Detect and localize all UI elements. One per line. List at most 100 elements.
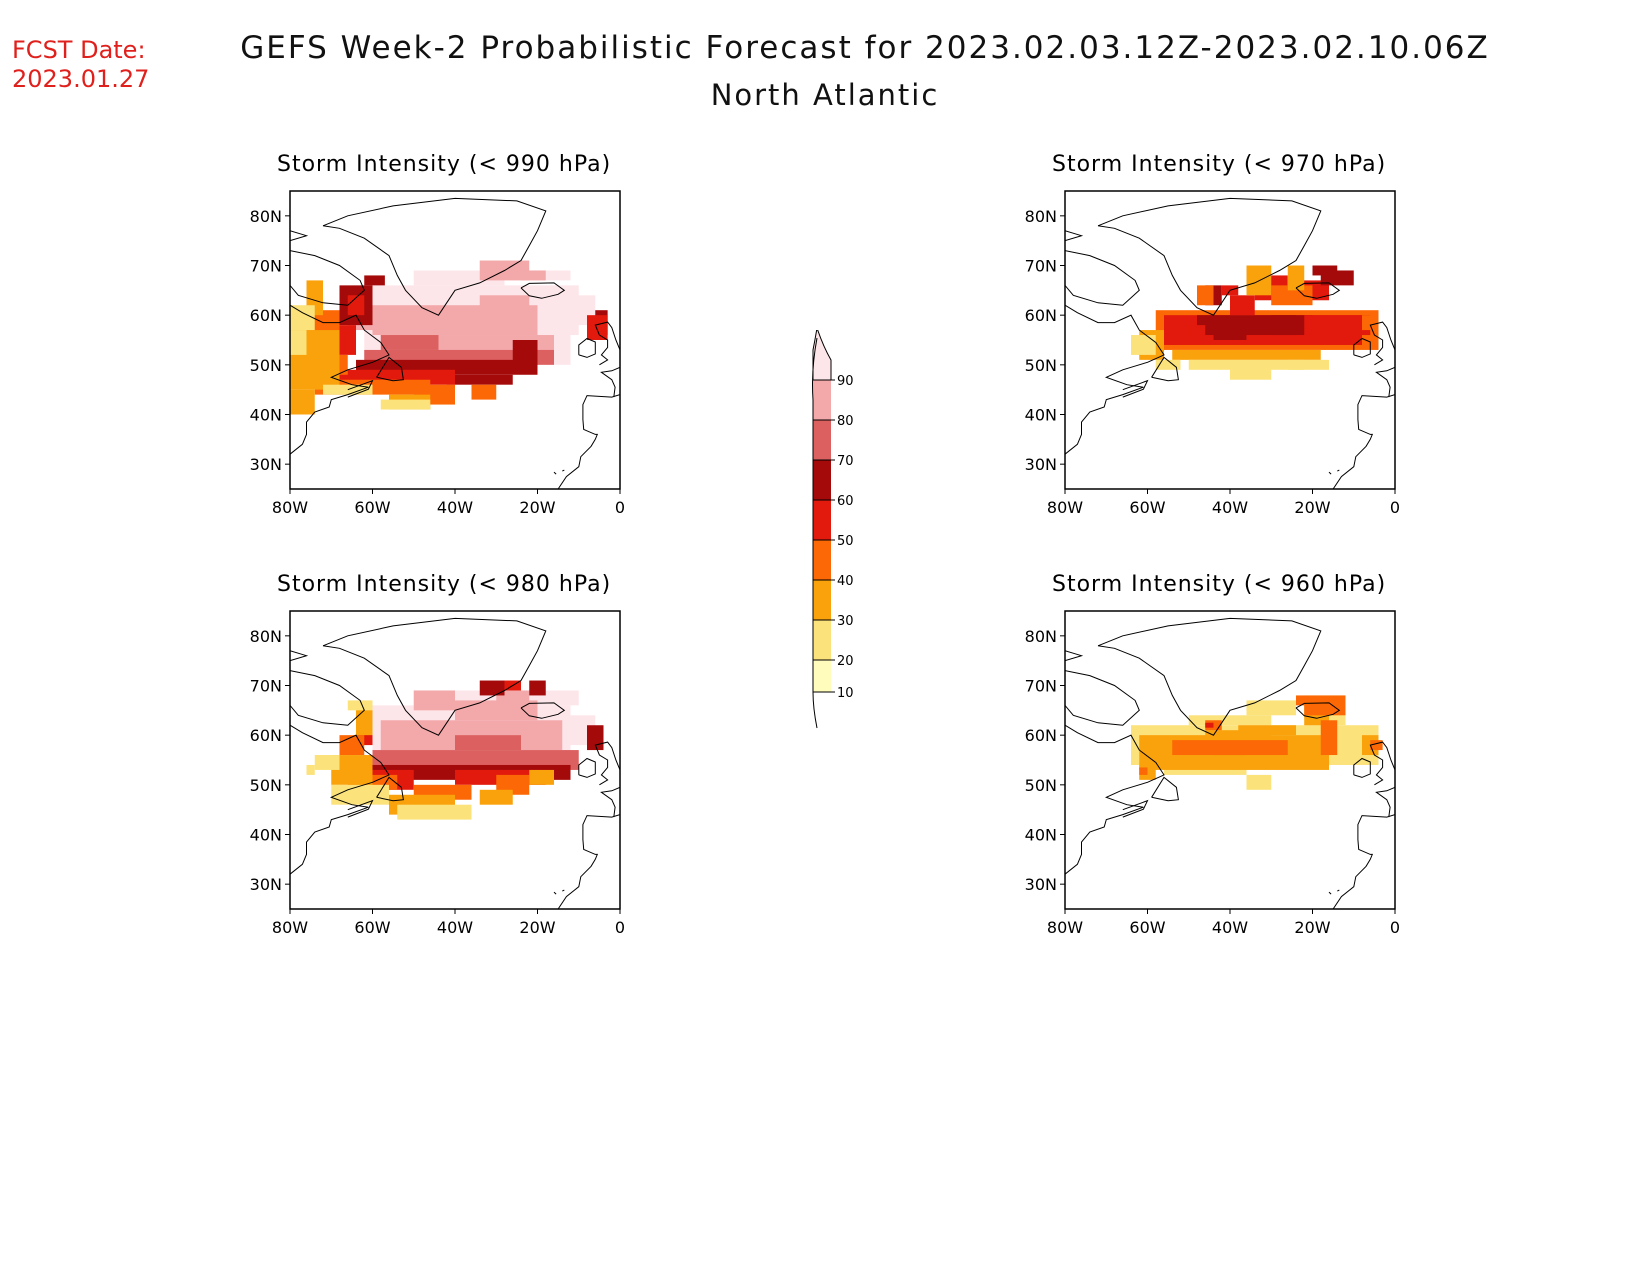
- panel-title-970: Storm Intensity (< 970 hPa): [1052, 152, 1387, 177]
- coastline: [322, 197, 547, 316]
- forecast-date-label: FCST Date: 2023.01.27: [12, 36, 149, 94]
- probability-cell: [471, 384, 497, 400]
- coastline: [1369, 321, 1395, 366]
- lat-label: 50N: [250, 776, 282, 795]
- colorbar-segment: [813, 500, 831, 540]
- probability-cell: [479, 295, 530, 316]
- lon-label: 0: [1390, 918, 1400, 937]
- colorbar-segment: [813, 540, 831, 580]
- probability-cell: [1197, 285, 1214, 306]
- probability-cell: [529, 769, 554, 785]
- lon-label: 0: [1390, 498, 1400, 517]
- coastline: [562, 469, 565, 472]
- probability-cell: [306, 764, 315, 775]
- coastline: [600, 366, 620, 398]
- coastline: [347, 379, 374, 398]
- probability-cell: [380, 335, 439, 350]
- coastline: [1065, 650, 1084, 662]
- coastline: [1328, 471, 1332, 475]
- colorbar-segment: [813, 660, 831, 692]
- probability-cell: [347, 295, 365, 316]
- lon-label: 60W: [1129, 498, 1165, 517]
- probability-cell: [529, 680, 546, 696]
- probability-cell: [1213, 745, 1247, 756]
- coastline: [1369, 741, 1395, 786]
- probability-cell: [1246, 774, 1272, 790]
- probability-cell: [290, 305, 315, 331]
- coastline: [376, 776, 404, 802]
- coastline: [290, 670, 365, 726]
- probability-cell: [1139, 767, 1148, 775]
- probability-field: [290, 260, 608, 415]
- lon-label: 20W: [1294, 918, 1330, 937]
- probability-cell: [1155, 359, 1181, 370]
- panel-title-990: Storm Intensity (< 990 hPa): [277, 152, 612, 177]
- lon-label: 40W: [437, 918, 473, 937]
- probability-cell: [1188, 715, 1272, 726]
- colorbar-outline: [812, 337, 818, 729]
- colorbar-label: 70: [837, 454, 854, 469]
- probability-cell: [290, 330, 307, 355]
- coastline: [1353, 337, 1371, 358]
- coastlines: [1065, 617, 1395, 909]
- coastline: [1097, 617, 1322, 736]
- coastline: [1122, 799, 1149, 818]
- coastline: [557, 394, 620, 489]
- coastline: [520, 702, 566, 719]
- probability-cell: [1246, 700, 1296, 716]
- coastline: [578, 757, 596, 778]
- coastline: [1122, 379, 1149, 398]
- colorbar-segment: [813, 580, 831, 620]
- coastline: [1065, 724, 1165, 875]
- colorbar-segment: [813, 420, 831, 460]
- probability-cell: [331, 784, 389, 805]
- lon-label: 60W: [354, 498, 390, 517]
- lat-label: 40N: [1025, 406, 1057, 425]
- probability-cell: [587, 725, 604, 751]
- coastline: [1332, 394, 1395, 489]
- lon-label: 80W: [1047, 918, 1083, 937]
- coastline: [1295, 282, 1341, 299]
- coastline: [1332, 814, 1395, 909]
- probability-cell: [347, 700, 373, 711]
- coastline: [290, 250, 365, 306]
- colorbar-segment: [813, 460, 831, 500]
- coastline: [347, 799, 374, 818]
- coastlines: [290, 617, 620, 909]
- probability-cell: [1287, 359, 1329, 370]
- coastline: [290, 304, 390, 455]
- probability-cell: [1287, 265, 1305, 291]
- coastline: [578, 337, 596, 358]
- page-subtitle: North Atlantic: [710, 78, 940, 112]
- colorbar-label: 10: [837, 686, 854, 701]
- coastline: [1065, 230, 1084, 242]
- coastline: [1151, 356, 1179, 382]
- probability-cell: [1172, 349, 1321, 360]
- coastline: [553, 471, 557, 475]
- probability-cell: [521, 270, 546, 281]
- lat-label: 50N: [1025, 356, 1057, 375]
- coastline: [1065, 304, 1165, 455]
- colorbar-label: 30: [837, 614, 854, 629]
- lon-label: 20W: [1294, 498, 1330, 517]
- lat-label: 30N: [1025, 875, 1057, 894]
- forecast-date-value: 2023.01.27: [12, 65, 150, 93]
- probability-cell: [1230, 295, 1255, 316]
- coastline: [1065, 250, 1140, 306]
- lon-label: 80W: [1047, 498, 1083, 517]
- probability-cell: [364, 275, 385, 286]
- panel-title-980: Storm Intensity (< 980 hPa): [277, 572, 612, 597]
- probability-cell: [496, 774, 530, 795]
- lat-label: 50N: [1025, 776, 1057, 795]
- lat-label: 50N: [250, 356, 282, 375]
- probability-cell: [397, 804, 472, 820]
- lon-label: 60W: [1129, 918, 1165, 937]
- coastline: [562, 889, 565, 892]
- probability-cell: [1213, 325, 1247, 340]
- color-scale-bar: 10 20 30 40 50 60 70 80 90: [812, 330, 854, 729]
- probability-cell: [1296, 695, 1346, 706]
- panel-title-960: Storm Intensity (< 960 hPa): [1052, 572, 1387, 597]
- lat-label: 30N: [1025, 455, 1057, 474]
- lat-label: 40N: [250, 826, 282, 845]
- colorbar-segment: [813, 620, 831, 660]
